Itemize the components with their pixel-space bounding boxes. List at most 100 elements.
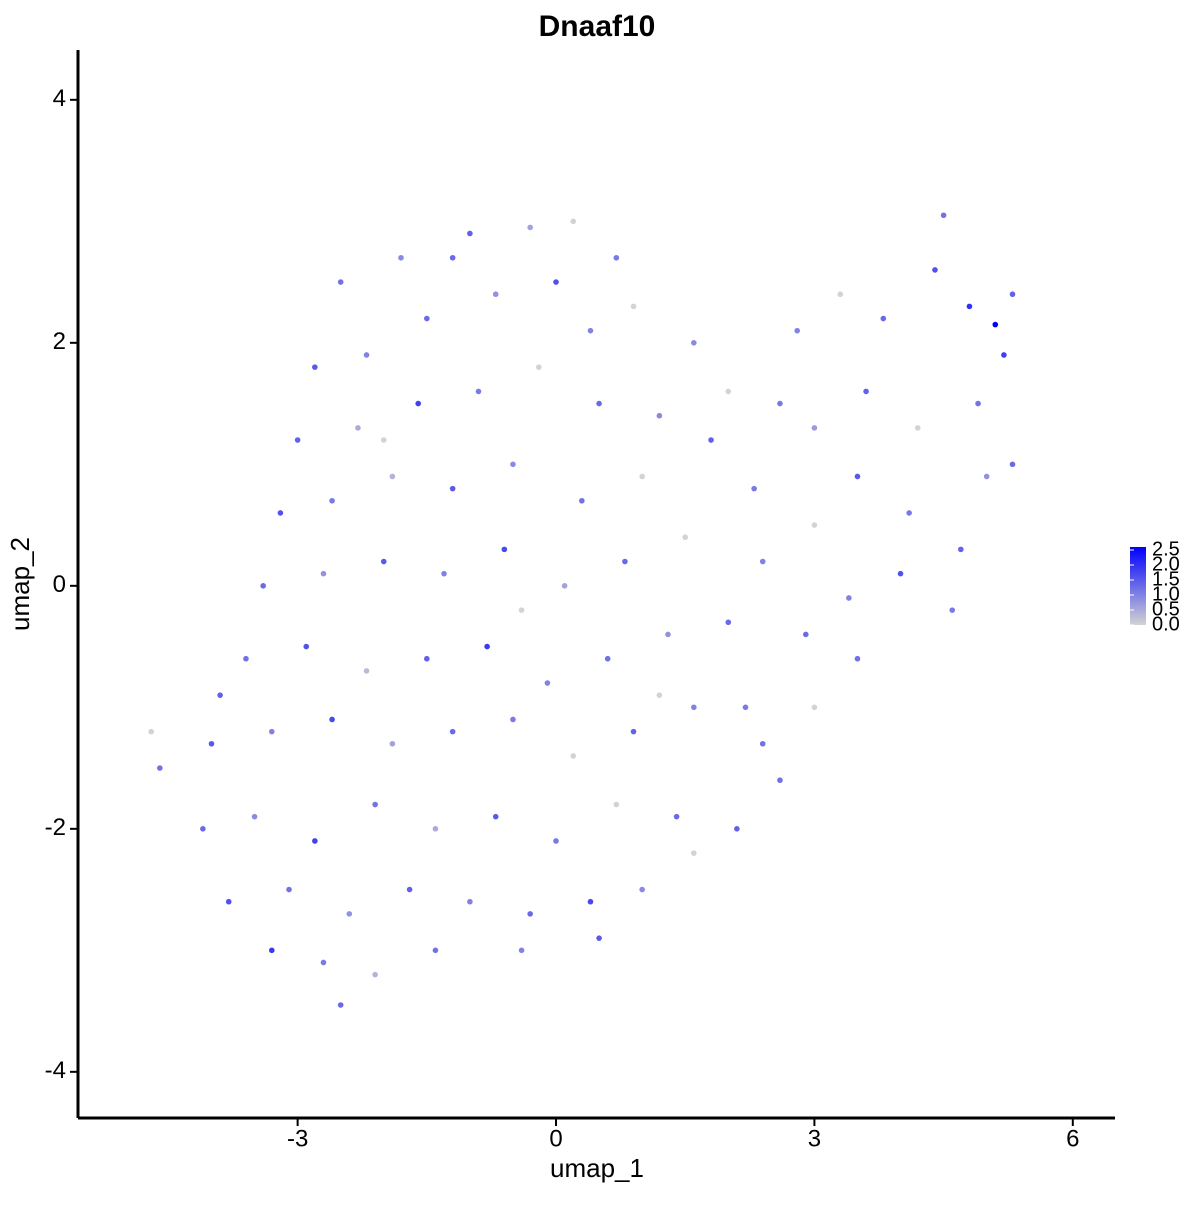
point xyxy=(484,643,490,650)
point xyxy=(863,388,869,395)
point xyxy=(337,279,344,285)
point xyxy=(587,898,594,905)
x-axis-label: umap_1 xyxy=(550,1153,644,1183)
point xyxy=(449,485,456,492)
point xyxy=(553,279,559,285)
point xyxy=(673,813,680,820)
point xyxy=(398,254,404,261)
point xyxy=(613,801,620,808)
point xyxy=(613,254,620,261)
point xyxy=(286,886,292,893)
point xyxy=(553,838,559,844)
point xyxy=(811,425,818,431)
point xyxy=(449,728,456,735)
point xyxy=(742,704,749,711)
point xyxy=(320,570,327,577)
colorbar-label: 0.0 xyxy=(1152,613,1180,635)
point xyxy=(544,680,551,686)
point xyxy=(372,801,378,808)
point xyxy=(355,425,361,431)
point xyxy=(837,291,844,298)
y-tick-label: 2 xyxy=(53,328,66,355)
point xyxy=(906,510,912,516)
point xyxy=(682,534,689,541)
point xyxy=(691,340,697,346)
point xyxy=(622,558,628,565)
point xyxy=(277,510,284,516)
colorbar-label: 2.5 xyxy=(1152,538,1180,560)
point xyxy=(510,461,516,468)
x-tick-label: 3 xyxy=(808,1125,821,1152)
point xyxy=(802,631,809,638)
point xyxy=(570,218,577,225)
point xyxy=(268,947,275,954)
colorbar-label: 0.5 xyxy=(1152,598,1180,620)
y-tick-label: -4 xyxy=(45,1057,66,1084)
point xyxy=(527,911,533,917)
point xyxy=(854,655,861,662)
point xyxy=(363,668,370,674)
x-tick-label: 6 xyxy=(1066,1125,1079,1152)
point xyxy=(510,716,516,723)
point xyxy=(975,400,981,407)
point xyxy=(570,753,577,759)
colorbar xyxy=(1130,547,1146,625)
point xyxy=(725,619,732,626)
point xyxy=(1009,291,1016,298)
point xyxy=(492,813,499,820)
point xyxy=(734,826,740,832)
point xyxy=(966,303,973,310)
point xyxy=(260,583,266,589)
point xyxy=(363,352,370,358)
colorbar-label: 1.0 xyxy=(1152,583,1180,605)
point xyxy=(467,898,473,905)
point xyxy=(949,607,956,613)
point xyxy=(630,728,637,735)
y-tick-label: 0 xyxy=(53,571,66,598)
point xyxy=(846,595,852,601)
point xyxy=(958,546,964,553)
point xyxy=(759,740,766,747)
point xyxy=(312,364,318,370)
colorbar-label: 2.0 xyxy=(1152,553,1180,575)
point xyxy=(691,850,697,856)
point xyxy=(389,740,396,747)
point xyxy=(251,813,258,820)
point xyxy=(337,1002,344,1008)
point xyxy=(329,716,335,723)
point xyxy=(691,704,697,711)
point xyxy=(604,655,611,662)
point xyxy=(208,740,215,747)
point xyxy=(432,826,439,832)
point xyxy=(475,388,482,395)
point xyxy=(880,315,887,322)
point xyxy=(897,570,904,577)
point xyxy=(372,971,378,978)
point xyxy=(630,303,637,310)
x-tick-label: 0 xyxy=(549,1125,562,1152)
point xyxy=(725,388,732,395)
point xyxy=(656,692,663,698)
point xyxy=(992,321,999,328)
y-tick-label: -2 xyxy=(45,814,66,841)
point xyxy=(225,898,232,905)
point xyxy=(346,911,353,917)
point xyxy=(294,437,301,443)
point xyxy=(518,607,525,613)
point xyxy=(751,485,757,492)
point xyxy=(811,522,818,528)
point xyxy=(932,267,938,273)
point xyxy=(406,886,413,893)
point xyxy=(157,765,163,771)
point xyxy=(1009,461,1016,468)
point xyxy=(854,473,861,480)
y-tick-label: 4 xyxy=(53,85,66,112)
point xyxy=(639,886,645,893)
point xyxy=(535,364,542,370)
point xyxy=(596,935,602,941)
point xyxy=(303,643,310,650)
chart-title: Dnaaf10 xyxy=(539,10,656,43)
point xyxy=(579,497,585,504)
point xyxy=(424,655,430,662)
